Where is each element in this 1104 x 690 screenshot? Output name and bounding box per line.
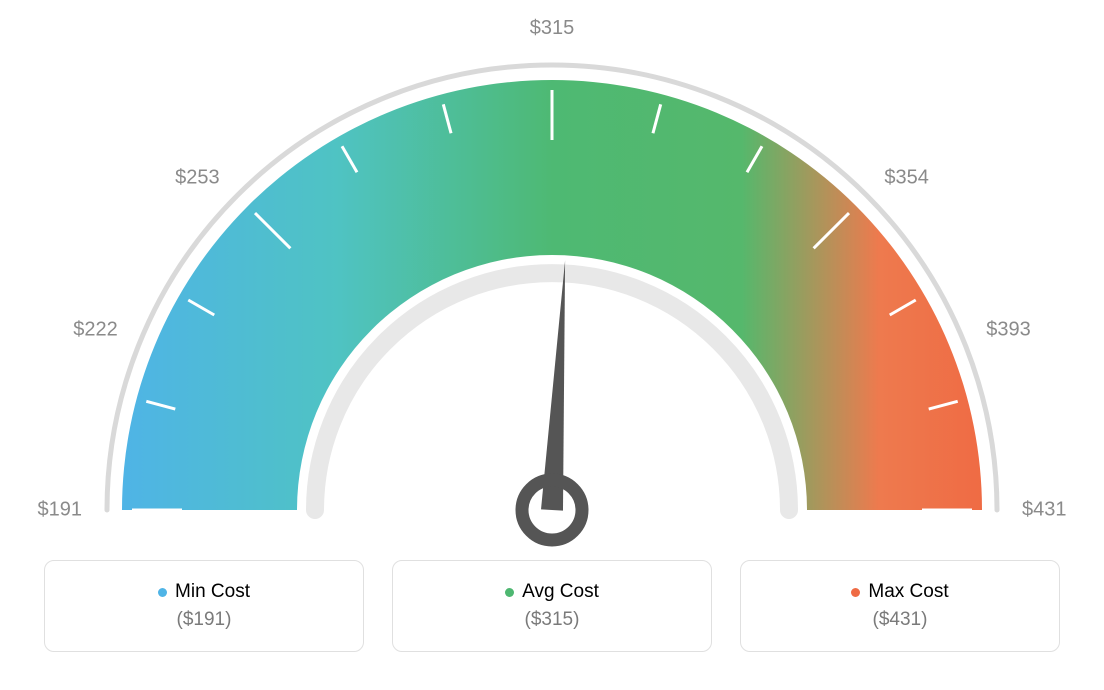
legend-card-max: Max Cost ($431) xyxy=(740,560,1060,652)
legend-max-title: Max Cost xyxy=(851,581,948,603)
legend-avg-title: Avg Cost xyxy=(505,581,599,603)
legend-card-avg: Avg Cost ($315) xyxy=(392,560,712,652)
gauge-tick-label: $222 xyxy=(73,319,118,342)
legend-max-value: ($431) xyxy=(873,609,928,631)
legend-min-dot-icon xyxy=(158,588,167,597)
legend-avg-dot-icon xyxy=(505,588,514,597)
legend-min-title: Min Cost xyxy=(158,581,250,603)
gauge-tick-label: $393 xyxy=(986,319,1031,342)
legend-row: Min Cost ($191) Avg Cost ($315) Max Cost… xyxy=(0,560,1104,652)
gauge-chart xyxy=(0,10,1104,570)
legend-min-label: Min Cost xyxy=(175,581,250,603)
legend-card-min: Min Cost ($191) xyxy=(44,560,364,652)
legend-max-label: Max Cost xyxy=(868,581,948,603)
gauge-tick-label: $354 xyxy=(884,166,929,189)
legend-min-value: ($191) xyxy=(177,609,232,631)
legend-avg-label: Avg Cost xyxy=(522,581,599,603)
gauge-container: $191 $222 $253 $315 $354 $393 $431 xyxy=(0,0,1104,560)
gauge-tick-label: $253 xyxy=(175,166,220,189)
legend-max-dot-icon xyxy=(851,588,860,597)
gauge-tick-label: $431 xyxy=(1022,499,1067,522)
gauge-tick-label: $191 xyxy=(38,499,83,522)
legend-avg-value: ($315) xyxy=(525,609,580,631)
gauge-tick-label: $315 xyxy=(530,17,575,40)
